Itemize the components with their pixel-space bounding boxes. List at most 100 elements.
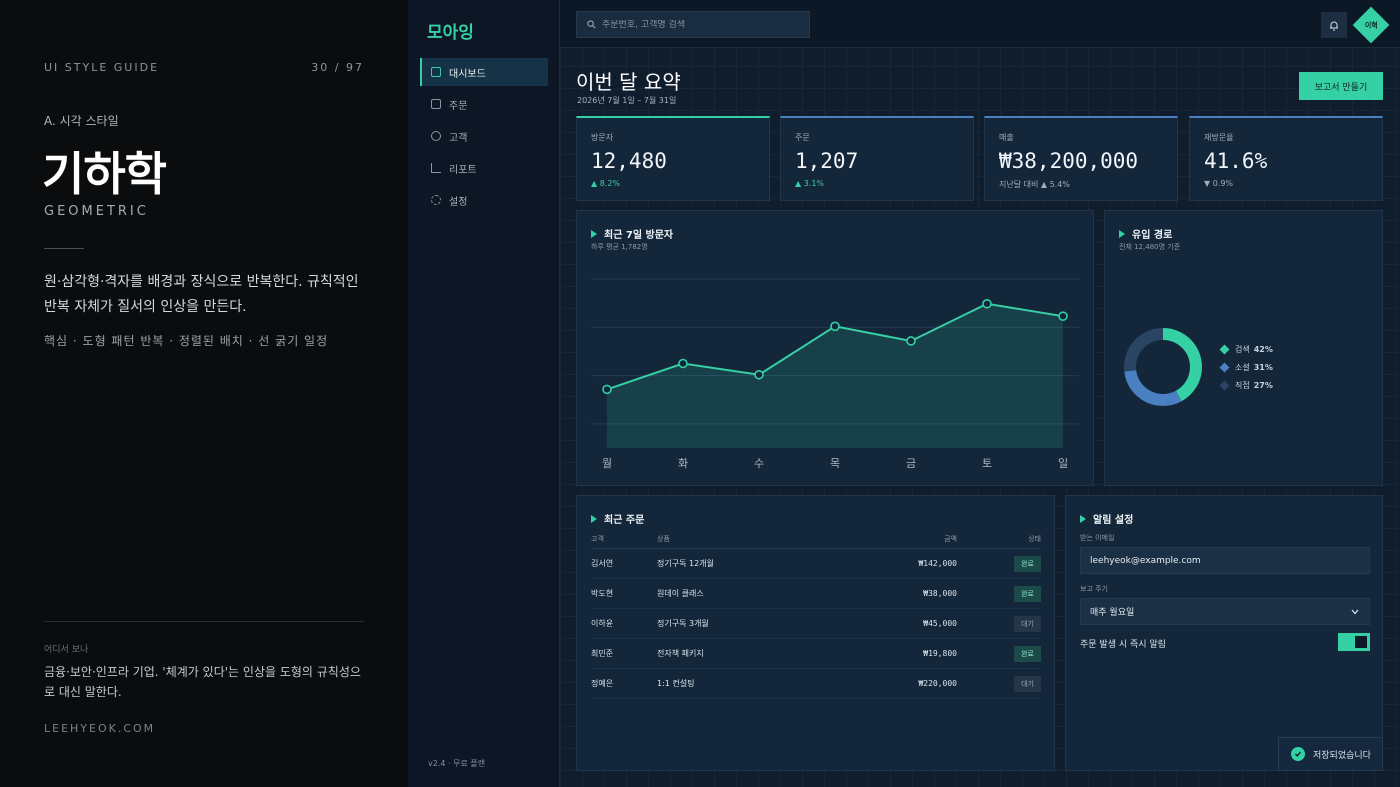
search-icon — [587, 20, 596, 29]
sidebar-item-label: 고객 — [449, 132, 468, 144]
panel-title-text: 유입 경로 — [1132, 230, 1173, 241]
legend-item: 소셜 31% — [1219, 362, 1273, 373]
amount-cell: ₩220,000 — [837, 668, 957, 699]
data-point — [602, 384, 612, 395]
donut-slice — [1124, 328, 1202, 406]
legend-swatch — [1219, 362, 1230, 373]
bell-icon — [1330, 21, 1338, 30]
customer-cell: 정예은 — [591, 668, 657, 699]
kpi-value: ₩38,200,000 — [999, 149, 1139, 173]
sidebar-item-settings[interactable]: 설정 — [420, 186, 548, 214]
gear-icon — [431, 195, 441, 205]
sources-chart-panel: 유입 경로 전체 12,480명 기준 검색 42% 소셜 31% 직접 27% — [1104, 210, 1383, 486]
guide-header: UI STYLE GUIDE 30 / 97 — [44, 61, 364, 74]
x-tick-label: 목 — [830, 457, 840, 470]
email-field[interactable] — [1080, 547, 1370, 574]
sidebar-item-dashboard[interactable]: 대시보드 — [420, 58, 548, 86]
alert-settings-panel: 알림 설정 받는 이메일 보고 주기 매주 월요일 주문 발생 시 즉시 알림 — [1065, 495, 1383, 771]
table-row[interactable]: 최민준 전자책 패키지 ₩19,800 완료 — [591, 638, 1041, 669]
chevron-down-icon — [1351, 609, 1359, 614]
brand-logo[interactable]: 모아잉 — [427, 23, 474, 43]
customer-cell: 최민준 — [591, 638, 657, 669]
kpi-value: 1,207 — [795, 149, 859, 173]
guide-header-label: UI STYLE GUIDE — [44, 61, 160, 74]
guide-description: 원·삼각형·격자를 배경과 장식으로 반복한다. 규칙적인 반복 자체가 질서의… — [44, 274, 359, 315]
data-point — [906, 336, 916, 346]
guide-page-counter: 30 / 97 — [311, 61, 364, 74]
data-point — [678, 358, 688, 369]
status-badge: 완료 — [1014, 555, 1041, 572]
x-tick-label: 수 — [754, 457, 764, 470]
legend-label: 직접 — [1235, 381, 1250, 390]
amount-cell: ₩142,000 — [837, 548, 957, 579]
check-icon — [1291, 747, 1305, 761]
search-box[interactable] — [576, 11, 810, 38]
kpi-card-return-rate: 재방문율 41.6% ▼ 0.9% — [1189, 116, 1383, 201]
sources-donut-chart — [1124, 328, 1202, 406]
guide-section-label: A. 시각 스타일 — [44, 114, 119, 128]
bag-icon — [431, 99, 441, 109]
avatar[interactable]: 이혁 — [1352, 6, 1390, 44]
column-header[interactable]: 상품 — [657, 534, 837, 549]
column-header[interactable]: 금액 — [837, 534, 957, 549]
legend-label: 검색 — [1235, 345, 1250, 354]
kpi-delta: ▼ 0.9% — [1204, 179, 1234, 188]
sidebar-item-customers[interactable]: 고객 — [420, 122, 548, 150]
style-guide-panel: UI STYLE GUIDE 30 / 97 A. 시각 스타일 기하학 GEO… — [0, 0, 408, 787]
table-row[interactable]: 이하윤 정기구독 3개월 ₩45,000 대기 — [591, 608, 1041, 639]
amount-cell: ₩38,000 — [837, 578, 957, 609]
legend-label: 소셜 — [1235, 363, 1250, 372]
where-text: 금융·보안·인프라 기업. '체계가 있다'는 인상을 도형의 규칙성으로 대신… — [44, 665, 361, 699]
dashboard-app: 모아잉 대시보드 주문 고객 리포트 설정 v2.4 · 무료 — [408, 0, 1400, 787]
donut-slice — [1124, 328, 1202, 406]
period-label: 보고 주기 — [1080, 585, 1108, 593]
sidebar: 모아잉 대시보드 주문 고객 리포트 설정 v2.4 · 무료 — [408, 0, 560, 787]
site-link[interactable]: LEEHYEOK.COM — [44, 722, 156, 735]
toggle-knob — [1355, 636, 1367, 648]
column-header[interactable]: 상태 — [957, 534, 1041, 549]
kpi-delta: 지난달 대비 ▲ 5.4% — [999, 180, 1070, 189]
kpi-card-revenue: 매출 ₩38,200,000 지난달 대비 ▲ 5.4% — [984, 116, 1178, 201]
recent-orders-panel: 최근 주문 고객 상품 금액 상태 김서연 정기구독 12개월 ₩142,000 완료… — [576, 495, 1055, 771]
table-row[interactable]: 김서연 정기구독 12개월 ₩142,000 완료 — [591, 548, 1041, 579]
visitors-chart-panel: 최근 7일 방문자 하루 평균 1,782명 월 화 수 목 금 토 일 — [576, 210, 1094, 486]
kpi-value: 12,480 — [591, 149, 667, 173]
report-period-select[interactable]: 매주 월요일 — [1080, 598, 1370, 625]
x-tick-label: 토 — [982, 457, 992, 470]
instant-alert-toggle[interactable] — [1338, 633, 1370, 651]
grid-icon — [431, 67, 441, 77]
sidebar-item-reports[interactable]: 리포트 — [420, 154, 548, 182]
triangle-icon — [1080, 514, 1086, 523]
customer-cell: 김서연 — [591, 548, 657, 579]
x-tick-label: 일 — [1058, 456, 1068, 470]
table-row[interactable]: 정예은 1:1 컨설팅 ₩220,000 대기 — [591, 668, 1041, 699]
product-cell: 정기구독 12개월 — [657, 548, 837, 579]
sidebar-item-label: 대시보드 — [449, 68, 486, 80]
legend-item: 직접 27% — [1219, 380, 1273, 391]
status-badge: 완료 — [1014, 645, 1041, 662]
divider — [44, 621, 364, 622]
notification-button[interactable] — [1321, 12, 1347, 38]
sidebar-item-label: 설정 — [449, 196, 468, 208]
avatar-initials: 이혁 — [1364, 20, 1378, 29]
search-input[interactable] — [602, 19, 802, 30]
legend-value: 42% — [1253, 345, 1273, 354]
orders-table: 고객 상품 금액 상태 김서연 정기구독 12개월 ₩142,000 완료 박도현 원데이… — [591, 534, 1041, 699]
panel-title-text: 최근 7일 방문자 — [604, 230, 674, 241]
kpi-value: 41.6% — [1204, 149, 1268, 173]
email-label: 받는 이메일 — [1080, 534, 1115, 542]
sidebar-item-orders[interactable]: 주문 — [420, 90, 548, 118]
version-label: v2.4 · 무료 플랜 — [428, 759, 486, 768]
x-tick-label: 금 — [906, 457, 916, 470]
product-cell: 정기구독 3개월 — [657, 608, 837, 639]
sidebar-item-label: 리포트 — [449, 164, 477, 176]
status-cell: 대기 — [957, 608, 1041, 639]
create-report-button[interactable]: 보고서 만들기 — [1299, 72, 1383, 100]
kpi-card-orders: 주문 1,207 ▲ 3.1% — [780, 116, 974, 201]
table-row[interactable]: 박도현 원데이 클래스 ₩38,000 완료 — [591, 578, 1041, 609]
triangle-icon — [591, 514, 597, 523]
column-header[interactable]: 고객 — [591, 534, 657, 549]
status-badge: 대기 — [1014, 615, 1041, 632]
data-point — [830, 321, 840, 332]
